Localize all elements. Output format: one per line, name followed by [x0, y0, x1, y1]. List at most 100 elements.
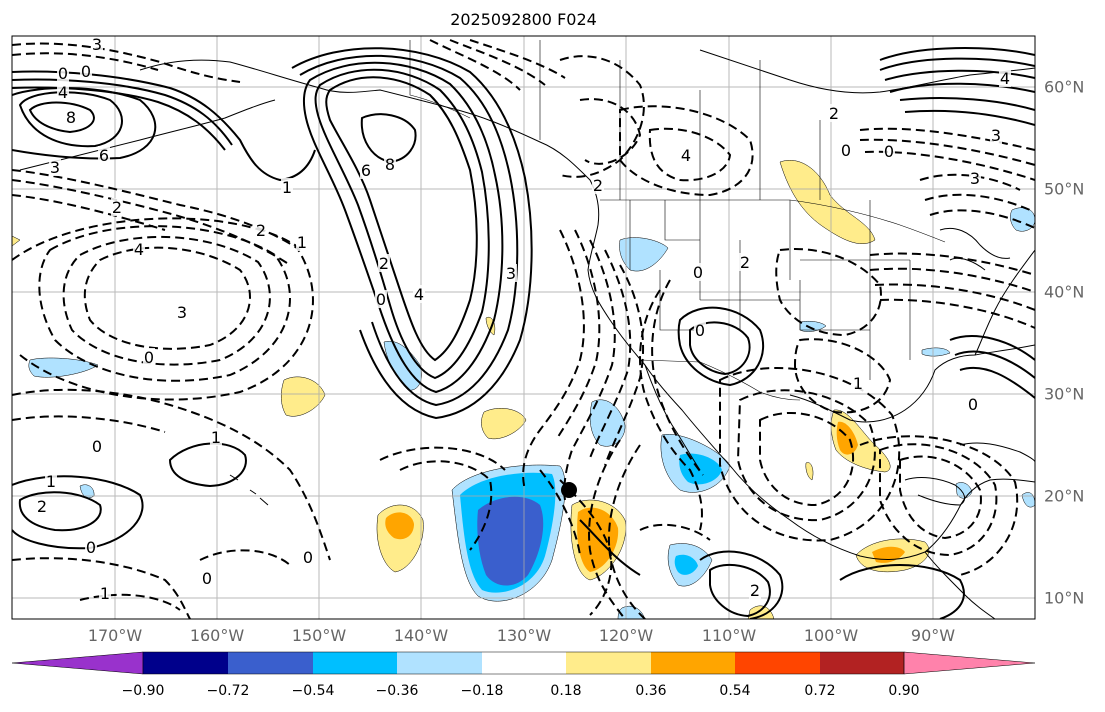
contour-label: 4 [414, 285, 424, 304]
colorbar-tick-label: 0.90 [888, 683, 920, 699]
contour-label: 2 [593, 176, 603, 195]
positive-patch-3 [481, 408, 527, 440]
contour-label: 0 [695, 321, 705, 340]
colorbar-tick-label: −0.54 [291, 683, 335, 699]
contour-label: 4 [58, 83, 68, 102]
colorbar-tick-label: 0.18 [550, 683, 582, 699]
negative-patch-5 [28, 357, 99, 378]
colorbar-tick-label: −0.36 [375, 683, 419, 699]
lon-label-110w: 110°W [701, 626, 757, 645]
contour-label-bg [133, 240, 145, 258]
contour-label-bg [201, 569, 213, 587]
contour-label: 8 [385, 155, 395, 174]
colorbar-tick-label: −0.18 [460, 683, 504, 699]
map-title: 2025092800 F024 [450, 10, 597, 29]
lat-label-50n: 50°N [1044, 179, 1085, 199]
negative-patch-8 [617, 605, 646, 619]
contour-label: 0 [86, 538, 96, 557]
baja-california [644, 364, 701, 471]
positive-patch-1 [779, 160, 876, 244]
north-america-west-coast [587, 224, 1035, 560]
contour-label-bg [694, 321, 706, 339]
contour-label-bg [969, 169, 981, 187]
positive-patch-8 [805, 462, 814, 481]
gulf-coast [789, 344, 1035, 423]
contour-label: 0 [693, 263, 703, 282]
contour-label-bg [592, 176, 604, 194]
contour-label-bg [281, 178, 293, 196]
contour-label-bg [692, 263, 704, 281]
contour-label: 0 [202, 569, 212, 588]
contour-label: 1 [297, 233, 307, 252]
contour-label: 3 [177, 303, 187, 322]
contour-label-bg [255, 221, 267, 239]
contour-label-bg [739, 253, 751, 271]
contour-label: 0 [92, 437, 102, 456]
contour-label-bg [505, 264, 517, 282]
canada-provinces [539, 40, 821, 200]
contour-label: 1 [211, 428, 221, 447]
contour-label: 0 [968, 395, 978, 414]
contour-label-bg [967, 395, 979, 413]
contour-label-bg [80, 62, 92, 80]
colorbar [11, 651, 1036, 675]
contour-label: 3 [50, 158, 60, 177]
lon-label-90w: 90°W [910, 626, 956, 645]
positive-patch-2 [281, 376, 326, 417]
anomaly-shading [12, 160, 1035, 619]
contour-label-bg [360, 161, 372, 179]
great-lakes [939, 227, 1011, 271]
coastlines [19, 49, 1035, 619]
cuba [959, 442, 1035, 463]
lon-label-170w: 170°W [87, 626, 143, 645]
contour-label: 0 [303, 548, 313, 567]
colorbar-bin [566, 652, 651, 674]
us-canada-border [600, 199, 946, 243]
lat-label-10n: 10°N [1044, 588, 1085, 608]
contour-label: 1 [46, 472, 56, 491]
contour-label: 2 [750, 581, 760, 600]
contour-label-bg [210, 428, 222, 446]
contour-label: 4 [1000, 69, 1010, 88]
contour-label-bg [840, 141, 852, 159]
contour-label: 0 [81, 62, 91, 81]
contour-label-bg [296, 233, 308, 251]
colorbar-tick-label: −0.90 [121, 683, 165, 699]
colorbar-tick-label: 0.72 [804, 683, 836, 699]
contour-label: 6 [361, 161, 371, 180]
negative-patch-7-core [674, 554, 698, 575]
lat-label-20n: 20°N [1044, 486, 1085, 506]
contour-label-bg [749, 581, 761, 599]
contour-label-bg [143, 348, 155, 366]
contour-label: 2 [256, 221, 266, 240]
contour-label-bg [375, 290, 387, 308]
contour-label: 1 [282, 178, 292, 197]
contour-label: 6 [99, 146, 109, 165]
contour-label: 0 [376, 290, 386, 309]
contour-label-bg [828, 104, 840, 122]
contour-label-bg [176, 303, 188, 321]
colorbar-tick-label: 0.54 [719, 683, 751, 699]
lon-label-120w: 120°W [598, 626, 654, 645]
positive-patch-9 [12, 235, 21, 247]
colorbar-bin [482, 652, 566, 674]
map-frame [11, 35, 1036, 620]
east-coast [974, 249, 1035, 356]
contour-label-bg [65, 108, 77, 126]
contour-label: 0 [841, 141, 851, 160]
contour-label-bg [36, 497, 48, 515]
colorbar-tick-label: 0.36 [635, 683, 667, 699]
positive-anomaly-west-core [385, 512, 414, 540]
contour-label-bg [49, 158, 61, 176]
contour-label: 3 [970, 169, 980, 188]
negative-patch-10 [921, 347, 951, 357]
contour-label-bg [91, 437, 103, 455]
negative-patch-12 [1021, 492, 1035, 508]
colorbar-bin [397, 652, 482, 674]
hawaii [229, 474, 269, 506]
contour-label: 2 [37, 497, 47, 516]
contour-label: 8 [66, 108, 76, 127]
alaska-coast [139, 59, 600, 226]
